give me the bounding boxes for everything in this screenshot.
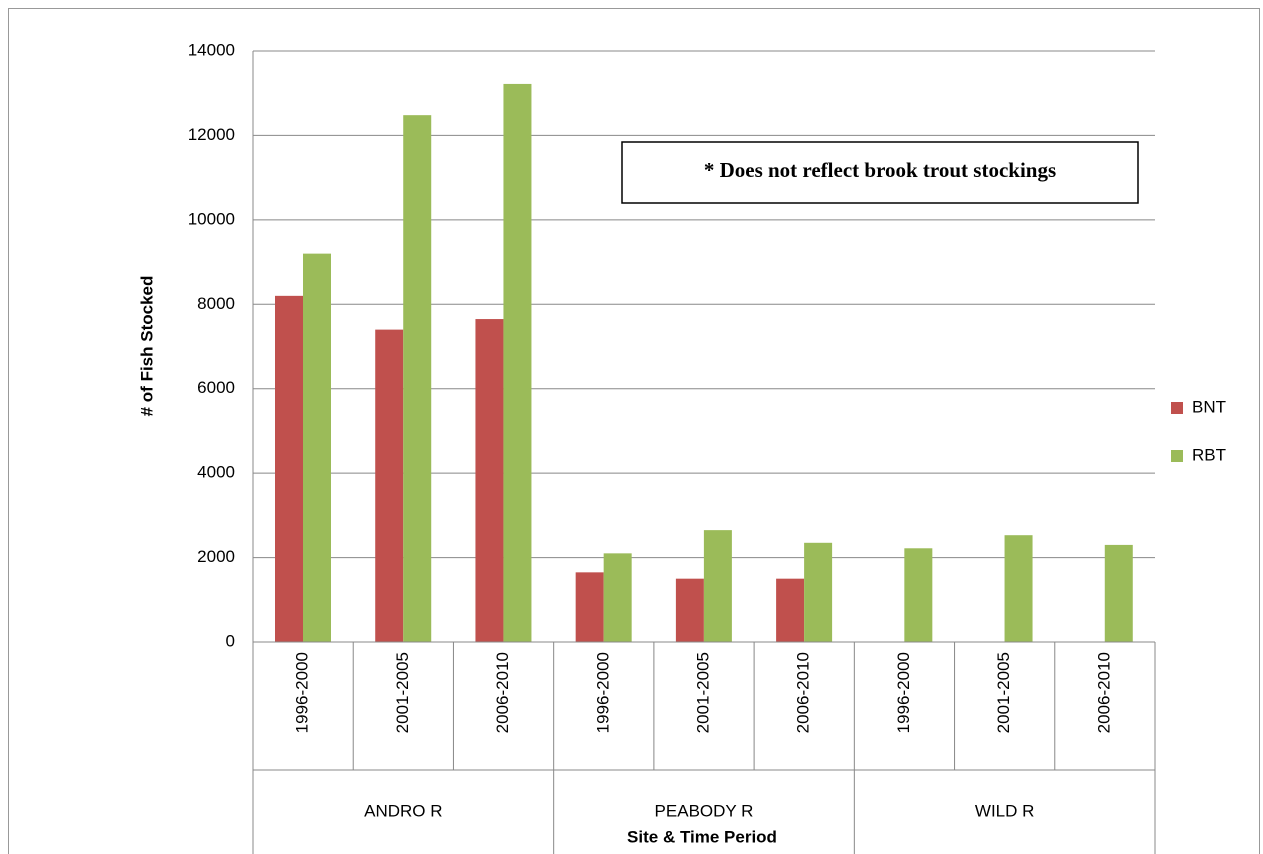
bar — [375, 329, 404, 642]
y-tick-label: 8000 — [197, 294, 235, 313]
legend-swatch — [1171, 450, 1183, 462]
bar — [904, 548, 933, 642]
y-tick-label: 0 — [226, 631, 235, 650]
x-tick-label: 2001-2005 — [994, 652, 1013, 733]
bar — [303, 253, 331, 642]
bar — [603, 553, 632, 642]
x-tick-label: 2006-2010 — [493, 652, 512, 733]
y-tick-label: 2000 — [197, 547, 235, 566]
x-tick-label: 1996-2000 — [293, 652, 312, 733]
annotation: * Does not reflect brook trout stockings — [704, 158, 1056, 182]
bar — [575, 572, 604, 642]
y-axis-label: # of Fish Stocked — [137, 276, 156, 417]
annotation-box — [621, 141, 1139, 204]
y-tick-label: 6000 — [197, 378, 235, 397]
bar — [804, 542, 833, 642]
group-label: WILD R — [975, 801, 1035, 820]
bar — [776, 578, 805, 642]
bar — [503, 83, 532, 643]
chart-frame — [8, 8, 1260, 854]
bar — [475, 319, 504, 642]
bar — [1004, 535, 1033, 642]
legend-label: RBT — [1192, 445, 1226, 464]
group-label: ANDRO R — [364, 801, 442, 820]
x-tick-label: 2001-2005 — [393, 652, 412, 733]
bar — [703, 530, 732, 642]
x-tick-label: 2001-2005 — [693, 652, 712, 733]
bar — [275, 295, 303, 642]
y-tick-label: 12000 — [188, 125, 235, 144]
group-label: PEABODY R — [655, 801, 754, 820]
x-tick-label: 1996-2000 — [894, 652, 913, 733]
legend-label: BNT — [1192, 397, 1226, 416]
y-tick-label: 10000 — [188, 209, 235, 228]
x-tick-label: 1996-2000 — [593, 652, 612, 733]
legend-swatch — [1171, 402, 1183, 414]
x-tick-label: 2006-2010 — [794, 652, 813, 733]
x-axis-label: Site & Time Period — [627, 827, 777, 846]
y-tick-label: 14000 — [188, 40, 235, 59]
bar — [403, 115, 432, 642]
x-tick-label: 2006-2010 — [1094, 652, 1113, 733]
y-tick-label: 4000 — [197, 463, 235, 482]
bar — [1104, 544, 1133, 642]
bar — [675, 578, 704, 642]
